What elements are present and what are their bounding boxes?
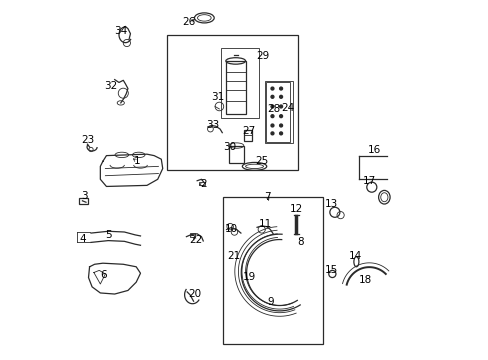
Text: 29: 29	[256, 51, 269, 61]
Text: 9: 9	[266, 297, 273, 307]
Bar	[223, 197, 322, 344]
Text: 3: 3	[81, 191, 88, 201]
Circle shape	[270, 132, 273, 135]
Text: 27: 27	[242, 126, 255, 135]
Circle shape	[279, 132, 282, 135]
Text: 33: 33	[206, 121, 219, 130]
Circle shape	[279, 87, 282, 90]
Text: 19: 19	[243, 272, 256, 282]
Text: 26: 26	[182, 17, 195, 27]
Text: 32: 32	[104, 81, 118, 91]
Text: 34: 34	[114, 26, 127, 36]
Text: 4: 4	[80, 234, 86, 244]
Circle shape	[270, 115, 273, 118]
Text: 28: 28	[267, 104, 280, 114]
Circle shape	[279, 95, 282, 98]
Circle shape	[279, 105, 282, 108]
Text: 21: 21	[226, 251, 240, 261]
Text: 25: 25	[255, 156, 268, 166]
Text: 14: 14	[347, 251, 361, 261]
Circle shape	[270, 87, 273, 90]
Text: 12: 12	[289, 204, 303, 215]
Text: 11: 11	[258, 219, 271, 229]
Text: 1: 1	[133, 156, 140, 166]
Text: 22: 22	[189, 235, 203, 245]
Text: 16: 16	[367, 144, 380, 154]
Text: 18: 18	[358, 275, 371, 285]
Bar	[79, 198, 88, 204]
Bar	[265, 81, 292, 143]
Circle shape	[279, 124, 282, 127]
Text: 5: 5	[105, 230, 111, 239]
Text: 2: 2	[200, 179, 206, 189]
Text: 6: 6	[101, 270, 107, 280]
Bar	[244, 130, 251, 141]
Text: 10: 10	[224, 225, 237, 234]
Text: 31: 31	[210, 92, 224, 102]
Bar	[198, 182, 204, 185]
Text: 8: 8	[297, 237, 304, 247]
Circle shape	[270, 95, 273, 98]
Bar	[265, 82, 290, 142]
Text: 23: 23	[81, 135, 94, 145]
Circle shape	[270, 105, 273, 108]
Text: 7: 7	[264, 192, 270, 202]
Text: 24: 24	[281, 103, 294, 113]
Circle shape	[279, 115, 282, 118]
Text: 13: 13	[324, 199, 337, 210]
Bar	[229, 145, 244, 163]
Text: 20: 20	[188, 289, 201, 299]
Text: 30: 30	[223, 142, 236, 152]
Text: 17: 17	[362, 176, 375, 186]
Bar	[190, 233, 195, 237]
Bar	[167, 35, 297, 170]
Circle shape	[270, 124, 273, 127]
Bar	[221, 48, 258, 118]
Text: 15: 15	[324, 265, 337, 275]
Bar	[225, 60, 245, 114]
